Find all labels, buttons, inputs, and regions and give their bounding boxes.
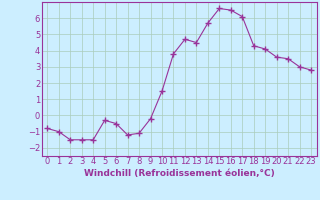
X-axis label: Windchill (Refroidissement éolien,°C): Windchill (Refroidissement éolien,°C) <box>84 169 275 178</box>
